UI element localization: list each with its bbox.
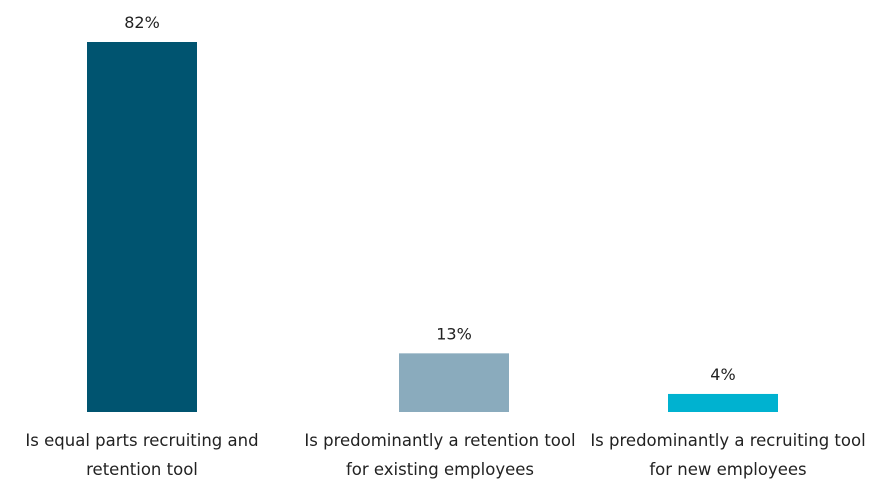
category-label: Is predominantly a recruiting tool for n…	[590, 431, 866, 479]
bar	[668, 393, 778, 412]
bar	[87, 42, 197, 412]
category-label: Is equal parts recruiting and retention …	[25, 431, 259, 479]
value-label: 82%	[124, 13, 160, 32]
value-label: 13%	[436, 324, 472, 343]
bar	[399, 353, 509, 412]
category-label: Is predominantly a retention tool for ex…	[304, 431, 576, 479]
value-label: 4%	[710, 365, 735, 384]
